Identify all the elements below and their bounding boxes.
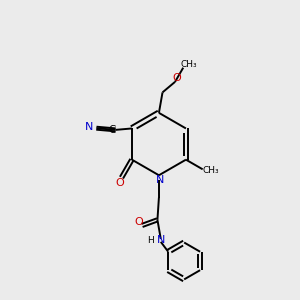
Text: O: O [116, 178, 124, 188]
Text: O: O [172, 73, 181, 83]
Text: H: H [148, 236, 154, 245]
Text: CH₃: CH₃ [180, 60, 197, 69]
Text: N: N [157, 236, 165, 245]
Text: CH₃: CH₃ [203, 166, 219, 175]
Text: N: N [156, 175, 165, 185]
Text: C: C [108, 125, 116, 135]
Text: O: O [135, 218, 143, 227]
Text: N: N [84, 122, 93, 132]
